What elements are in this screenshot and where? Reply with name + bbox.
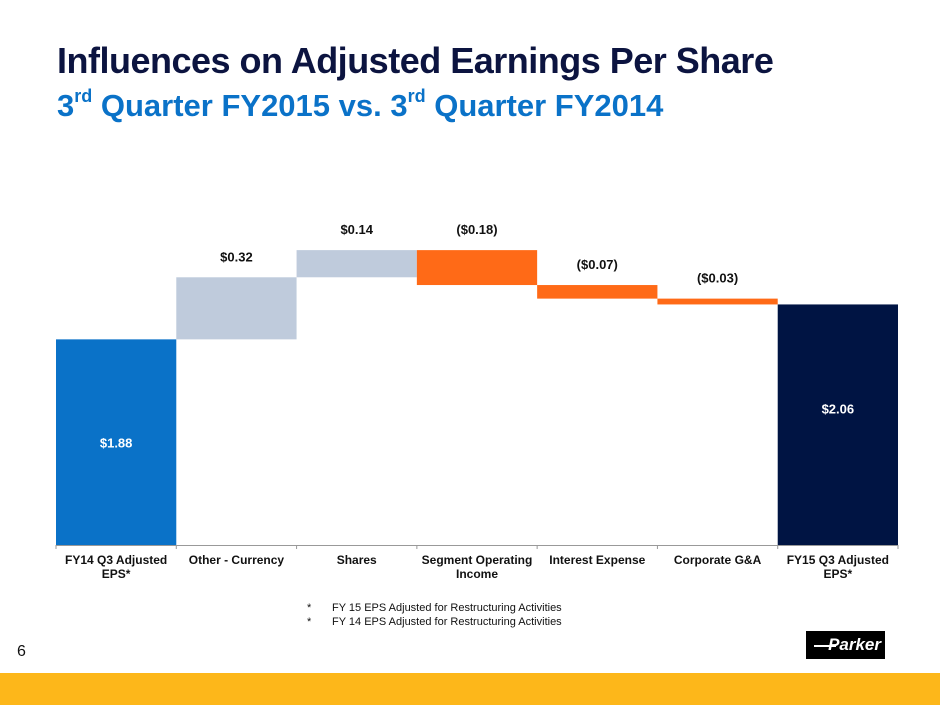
bar-decrease bbox=[416, 250, 538, 286]
footer-bar bbox=[0, 673, 940, 705]
footnotes: * FY 15 EPS Adjusted for Restructuring Ac… bbox=[307, 601, 562, 629]
bar-total bbox=[777, 304, 898, 545]
subtitle-text: 3 bbox=[57, 88, 75, 123]
footnote-marker: * bbox=[307, 616, 312, 628]
parker-logo: Parker bbox=[806, 631, 885, 659]
bar-total bbox=[56, 339, 177, 545]
subtitle-ordinal: rd bbox=[74, 86, 93, 106]
footnote-marker: * bbox=[307, 602, 312, 614]
logo-text: Parker bbox=[828, 635, 881, 654]
data-label: ($0.07) bbox=[577, 257, 618, 272]
data-label: $2.06 bbox=[822, 401, 855, 416]
category-label: Shares bbox=[337, 553, 377, 567]
footnote: * FY 15 EPS Adjusted for Restructuring Ac… bbox=[307, 601, 562, 615]
category-label: EPS* bbox=[102, 567, 131, 581]
category-label: FY14 Q3 Adjusted bbox=[65, 553, 167, 567]
footnote-text: FY 14 EPS Adjusted for Restructuring Act… bbox=[332, 616, 562, 628]
data-label: ($0.18) bbox=[456, 222, 497, 237]
slide-title: Influences on Adjusted Earnings Per Shar… bbox=[57, 40, 774, 81]
footnote: * FY 14 EPS Adjusted for Restructuring Ac… bbox=[307, 615, 562, 629]
subtitle-ordinal: rd bbox=[407, 86, 426, 106]
footnote-text: FY 15 EPS Adjusted for Restructuring Act… bbox=[332, 602, 562, 614]
bar-decrease bbox=[537, 285, 658, 299]
page-number: 6 bbox=[17, 643, 26, 660]
category-label: Corporate G&A bbox=[674, 553, 762, 567]
category-label: EPS* bbox=[824, 567, 853, 581]
category-label: Other - Currency bbox=[189, 553, 285, 567]
bar-decrease bbox=[657, 298, 778, 305]
category-label: Income bbox=[456, 567, 498, 581]
data-label: ($0.03) bbox=[697, 271, 738, 286]
bar-increase bbox=[296, 250, 417, 278]
slide-subtitle: 3rd Quarter FY2015 vs. 3rd Quarter FY201… bbox=[57, 86, 664, 124]
bar-increase bbox=[176, 277, 297, 340]
category-label: Interest Expense bbox=[549, 553, 645, 567]
category-label: Segment Operating bbox=[422, 553, 533, 567]
data-label: $0.14 bbox=[340, 222, 373, 237]
category-label: FY15 Q3 Adjusted bbox=[787, 553, 889, 567]
subtitle-text: Quarter FY2014 bbox=[425, 88, 664, 123]
data-label: $1.88 bbox=[100, 435, 133, 450]
logo-line-icon bbox=[814, 645, 836, 647]
subtitle-text: Quarter FY2015 vs. 3 bbox=[92, 88, 408, 123]
data-label: $0.32 bbox=[220, 249, 253, 264]
